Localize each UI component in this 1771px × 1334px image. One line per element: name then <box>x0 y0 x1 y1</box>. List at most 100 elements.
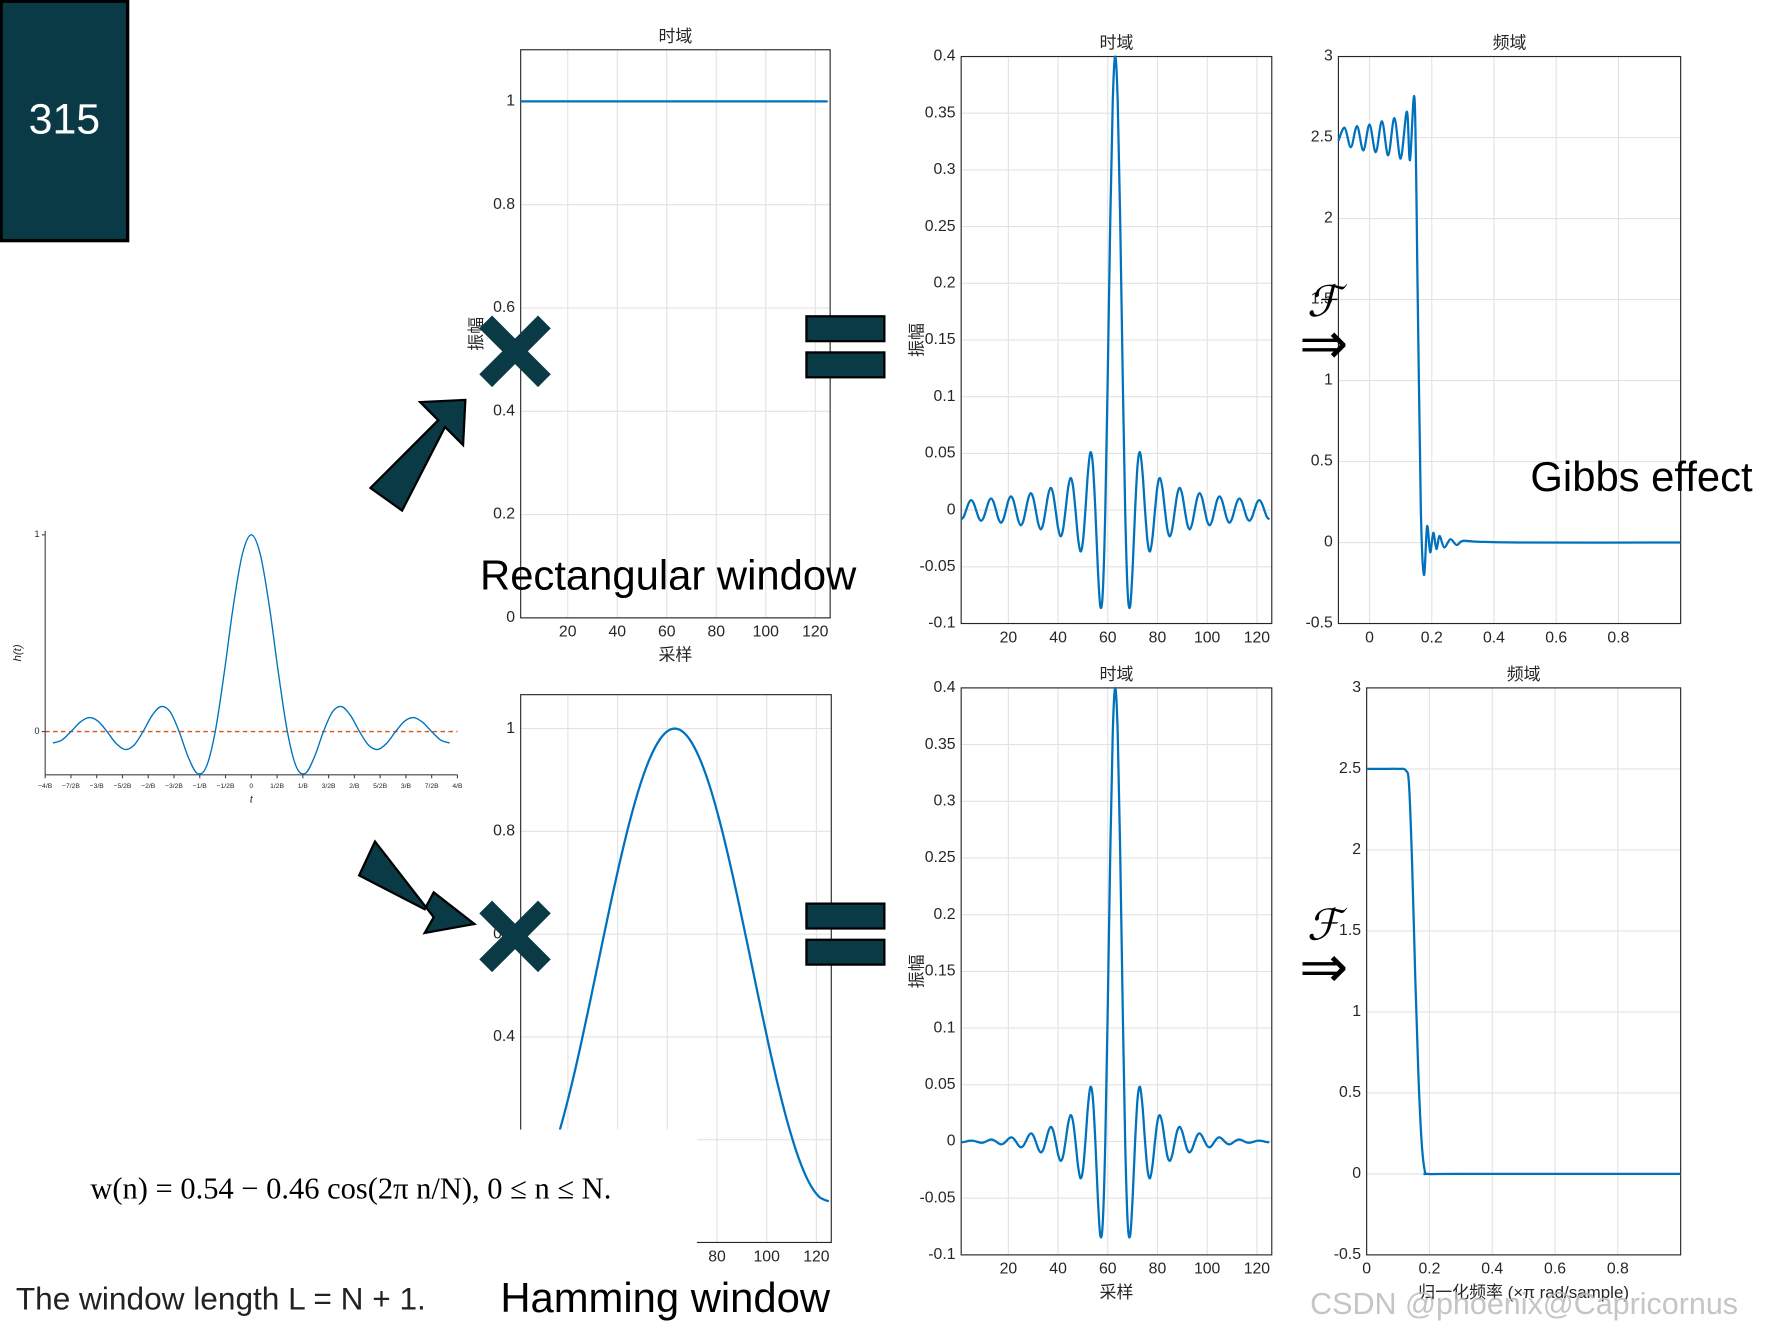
y-tick-label: 0.5 <box>1311 453 1333 470</box>
equals-bar <box>805 902 886 930</box>
times-signs <box>479 315 551 973</box>
y-axis-label: h(t) <box>12 644 24 661</box>
y-tick-label: 0.25 <box>925 218 956 235</box>
formula-box <box>0 1129 697 1334</box>
x-tick-label: 2/B <box>349 783 360 790</box>
y-tick-label: 0.6 <box>493 299 515 316</box>
x-axis-label: 采样 <box>658 646 692 665</box>
x-tick-label: 80 <box>1149 629 1167 646</box>
y-axis-label: 振幅 <box>908 954 927 988</box>
y-tick-label: 0 <box>506 609 515 626</box>
x-tick-label: 40 <box>1049 1261 1067 1278</box>
y-tick-label: 0.15 <box>925 331 956 348</box>
axes-box <box>520 49 831 619</box>
y-axis-label: 振幅 <box>467 317 486 351</box>
x-tick-label: −5/2B <box>114 783 132 790</box>
x-tick-label: 60 <box>658 624 676 641</box>
formula: w(n) = 0.54 − 0.46 cos(2π n/N), 0 ≤ n ≤ … <box>90 1172 611 1206</box>
x-tick-label: 100 <box>1194 1261 1221 1278</box>
x-tick-label: −2/B <box>141 783 156 790</box>
chart-title: 频域 <box>1507 665 1541 684</box>
y-tick-label: 2 <box>1324 210 1333 227</box>
y-tick-label: 2 <box>1352 841 1361 858</box>
curve <box>961 686 1270 1239</box>
y-tick-label: 2.5 <box>1311 129 1333 146</box>
x-tick-label: 5/2B <box>373 783 387 790</box>
x-tick-label: 0 <box>1365 629 1374 646</box>
curve <box>1337 95 1681 577</box>
x-tick-label: 0.8 <box>1607 1261 1629 1278</box>
length-note: The window length L = N + 1. <box>16 1281 426 1317</box>
y-tick-label: 1 <box>506 720 515 737</box>
x-tick-label: 20 <box>559 624 577 641</box>
equals-bar <box>805 315 886 343</box>
y-tick-label: 0.05 <box>925 1076 956 1093</box>
x-tick-label: 0.6 <box>1545 629 1567 646</box>
x-tick-label: 80 <box>708 1248 726 1265</box>
times <box>479 900 551 973</box>
gibbs-label: Gibbs effect <box>1530 453 1753 500</box>
arrow <box>368 398 467 513</box>
axes-box <box>1337 55 1682 625</box>
y-tick-label: 0.2 <box>934 274 956 291</box>
x-tick-label: 100 <box>754 1248 781 1265</box>
x-tick-label: 0.2 <box>1421 629 1443 646</box>
y-axis-label: 振幅 <box>908 323 927 357</box>
charts: 0 1 −4/B −7/2B −3/B −5/2B −2/B −3/2B −1/B −1/2B 0 1… <box>12 27 1682 1302</box>
x-tick-label: 0.4 <box>1481 1261 1503 1278</box>
y-tick-label: 0.05 <box>925 445 956 462</box>
y-tick-label: -0.1 <box>928 615 955 632</box>
chart-title: 时域 <box>1100 665 1134 684</box>
y-tick-label: -0.05 <box>920 1189 956 1206</box>
x-tick-label: 100 <box>1194 629 1221 646</box>
x-tick-label: 0.6 <box>1544 1261 1566 1278</box>
y-tick-label: 0.2 <box>934 906 956 923</box>
y-tick-label: 3 <box>1352 679 1361 696</box>
x-tick-label: 0.8 <box>1607 629 1629 646</box>
x-tick-label: 0.2 <box>1418 1261 1440 1278</box>
x-tick-label: −3/2B <box>165 783 183 790</box>
times <box>479 315 551 388</box>
y-tick-label: 0 <box>1324 534 1333 551</box>
y-tick-label: 1 <box>1352 1003 1361 1020</box>
y-tick-label: 0.25 <box>925 849 956 866</box>
implies-arrow: ⇒ <box>1299 311 1348 376</box>
y-tick-label: 0.2 <box>493 506 515 523</box>
x-axis-label: 归一化频率 (×π rad/sample) <box>1418 1283 1629 1302</box>
y-tick-label: -0.5 <box>1334 1246 1361 1263</box>
y-tick-label: 0.1 <box>934 388 956 405</box>
chart-title: 时域 <box>1100 34 1134 53</box>
curve <box>52 534 450 775</box>
y-tick-label: 0.35 <box>925 736 956 753</box>
y-tick-label: 0.15 <box>925 963 956 980</box>
x-tick-label: 3/2B <box>322 783 336 790</box>
chart-title: 频域 <box>1493 34 1527 53</box>
y-tick-label: 0 <box>35 726 40 736</box>
y-tick-label: 1.5 <box>1311 291 1333 308</box>
y-tick-label: 0.4 <box>934 48 956 65</box>
equals-bar <box>805 938 886 966</box>
x-tick-label: 80 <box>1149 1261 1167 1278</box>
implies-arrow: ⇒ <box>1299 935 1348 1000</box>
symbols <box>357 315 886 966</box>
y-tick-label: 0.1 <box>934 1019 956 1036</box>
y-tick-label: 1 <box>1324 372 1333 389</box>
arrow <box>357 839 478 935</box>
x-tick-label: 0.4 <box>1483 629 1505 646</box>
y-tick-label: 0 <box>947 501 956 518</box>
number-box <box>0 0 130 243</box>
y-tick-label: -0.5 <box>1306 615 1333 632</box>
x-tick-label: −1/2B <box>217 783 235 790</box>
x-tick-label: 120 <box>802 624 829 641</box>
x-tick-label: 1/B <box>298 783 309 790</box>
y-tick-label: -0.05 <box>920 558 956 575</box>
y-tick-label: 0 <box>947 1133 956 1150</box>
axes-box <box>960 687 1273 1256</box>
axes-box <box>960 55 1273 625</box>
x-tick-label: 100 <box>753 624 780 641</box>
x-tick-label: 60 <box>1099 1261 1117 1278</box>
y-tick-label: -0.1 <box>928 1246 955 1263</box>
y-tick-label: 0.8 <box>493 823 515 840</box>
y-tick-label: 0.35 <box>925 104 956 121</box>
